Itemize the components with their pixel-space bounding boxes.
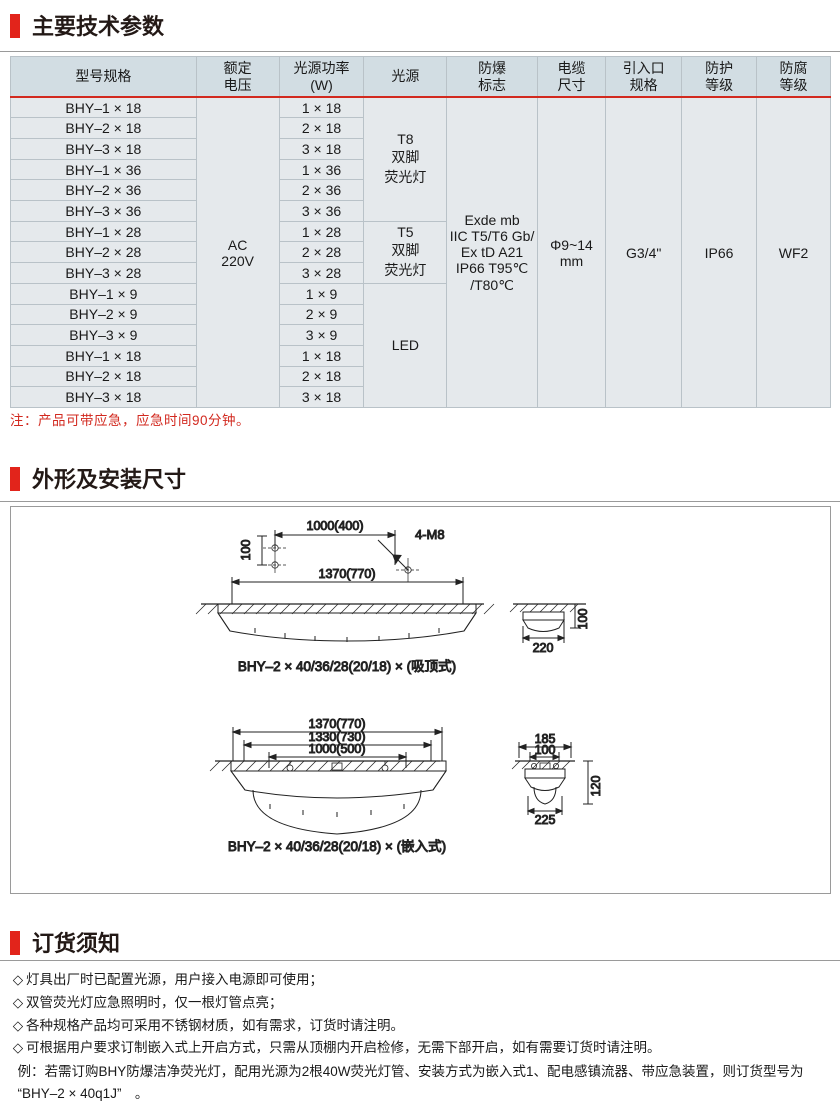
svg-text:BHY–2 × 40/36/28(20/18) × (嵌入式: BHY–2 × 40/36/28(20/18) × (嵌入式) bbox=[228, 839, 446, 854]
svg-text:1370(770): 1370(770) bbox=[319, 567, 376, 581]
svg-text:225: 225 bbox=[535, 813, 556, 827]
svg-text:1000(400): 1000(400) bbox=[307, 519, 364, 533]
svg-text:100: 100 bbox=[576, 609, 590, 630]
svg-text:1370(770): 1370(770) bbox=[309, 717, 366, 731]
svg-text:100: 100 bbox=[535, 743, 556, 757]
svg-text:4-M8: 4-M8 bbox=[415, 527, 445, 542]
svg-text:100: 100 bbox=[239, 540, 253, 561]
svg-text:120: 120 bbox=[589, 776, 603, 797]
svg-text:1000(500): 1000(500) bbox=[309, 742, 366, 756]
svg-text:220: 220 bbox=[533, 641, 554, 655]
svg-text:BHY–2 × 40/36/28(20/18) × (吸顶式: BHY–2 × 40/36/28(20/18) × (吸顶式) bbox=[238, 659, 456, 674]
